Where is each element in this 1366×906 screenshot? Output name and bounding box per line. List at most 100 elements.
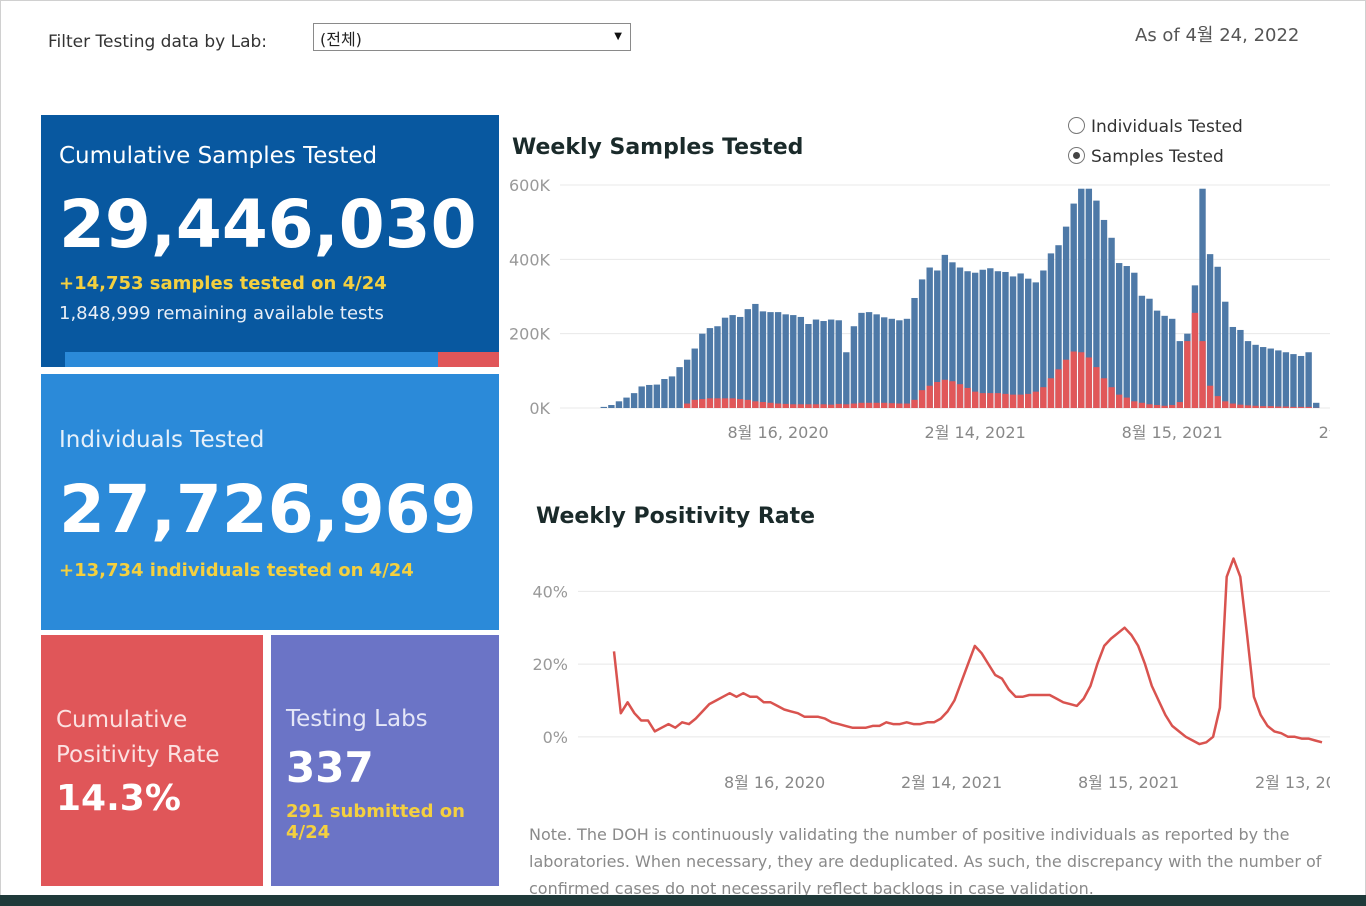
positive-bar (956, 384, 964, 408)
testing-labs-tile: Testing Labs 337 291 submitted on 4/24 (271, 635, 499, 886)
positive-bar (1123, 397, 1130, 408)
samples-bar (1206, 254, 1214, 408)
samples-bar (1078, 188, 1085, 408)
positive-bar (1229, 403, 1237, 408)
positive-bar (1153, 405, 1161, 408)
samples-bar (1138, 295, 1146, 408)
samples-bar (600, 406, 607, 408)
samples-bar (911, 297, 918, 408)
positive-bar (1062, 359, 1070, 408)
samples-bar (881, 317, 888, 408)
positive-bar (1184, 341, 1191, 408)
positive-bar (911, 399, 918, 408)
y-tick-label: 400K (509, 250, 551, 269)
samples-bar (926, 267, 933, 408)
samples-bar (721, 317, 729, 408)
positive-bar (1002, 393, 1009, 408)
samples-bar (744, 309, 751, 408)
samples-bar (1108, 237, 1115, 408)
positive-bar (858, 402, 865, 408)
positive-bar (979, 393, 986, 408)
positive-bar (1237, 404, 1244, 408)
samples-bar (1100, 219, 1108, 408)
samples-bar (971, 272, 979, 408)
positive-bar (812, 404, 820, 408)
cumulative-samples-delta: +14,753 samples tested on 4/24 (59, 273, 387, 294)
positive-bar (1078, 352, 1085, 408)
samples-bar (699, 333, 706, 408)
positive-bar (1093, 367, 1100, 408)
positive-bar (1055, 369, 1062, 408)
lab-filter-value: (전체) (320, 30, 362, 49)
labs-submitted: 291 submitted on 4/24 (286, 801, 465, 843)
samples-bar (1040, 270, 1047, 408)
positive-bar (1290, 406, 1297, 408)
positive-bar (941, 379, 949, 408)
weekly-positivity-chart: 0% 20% 40% 8월 16, 2020 2월 14, 2021 8월 15, 202… (532, 557, 1330, 792)
samples-bar (790, 315, 797, 408)
individuals-delta: +13,734 individuals tested on 4/24 (59, 560, 414, 581)
samples-bar (1085, 188, 1093, 408)
samples-bar (1002, 271, 1009, 408)
radio-samples-label: Samples Tested (1091, 147, 1224, 167)
x-tick-label: 8월 15, 2021 (1078, 773, 1179, 792)
samples-bar (1290, 354, 1297, 408)
bottom-bar (0, 895, 1366, 906)
positivity-value: 14.3% (56, 778, 181, 819)
positivity-rate-tile: Cumulative Positivity Rate 14.3% (41, 635, 263, 886)
footnote: Note. The DOH is continuously validating… (529, 825, 1322, 895)
positive-bar (797, 404, 805, 408)
samples-bar (1267, 348, 1274, 408)
positive-bar (1267, 406, 1274, 408)
positive-bar (918, 390, 926, 408)
positive-bar (1115, 394, 1123, 408)
samples-bar (1123, 266, 1130, 408)
positive-bar (1085, 357, 1093, 408)
positive-bar (820, 404, 827, 408)
positive-bar (1297, 406, 1305, 408)
lab-filter-dropdown[interactable]: (전체) ▼ (313, 23, 631, 51)
positive-bar (1138, 402, 1146, 408)
samples-bar (896, 320, 903, 408)
individuals-tested-tile: Individuals Tested 27,726,969 +13,734 in… (41, 374, 499, 630)
samples-bar (1275, 350, 1282, 408)
as-of-date: As of 4월 24, 2022 (1135, 25, 1300, 46)
positive-bar (888, 403, 895, 408)
positive-bar (903, 403, 911, 408)
filter-label: Filter Testing data by Lab: (48, 32, 268, 52)
positive-bar (790, 404, 797, 408)
positive-bar (987, 393, 994, 408)
samples-bar (1009, 276, 1017, 408)
positive-bar (1025, 393, 1032, 408)
positive-bar (1169, 405, 1176, 408)
samples-bar (835, 320, 842, 408)
samples-bar (888, 318, 895, 408)
labs-value: 337 (286, 743, 374, 792)
positive-bar (926, 385, 933, 408)
samples-bar (1176, 341, 1183, 408)
positivity-line (612, 557, 1323, 746)
samples-bar (774, 312, 782, 408)
positive-bar (835, 403, 842, 408)
positive-bar (881, 402, 888, 408)
samples-bar (683, 359, 691, 408)
samples-bar (987, 268, 994, 408)
samples-bar (1313, 402, 1320, 408)
samples-bar (1252, 344, 1259, 408)
samples-bar (1229, 326, 1237, 408)
y-tick-label: 600K (509, 176, 551, 195)
samples-bar (934, 270, 941, 408)
radio-selected-icon (1068, 147, 1085, 164)
positive-bar (683, 403, 691, 408)
samples-chart-title: Weekly Samples Tested (512, 135, 804, 160)
radio-individuals-tested[interactable]: Individuals Tested (1068, 117, 1243, 137)
samples-bar (714, 326, 721, 408)
positive-bar (729, 398, 736, 408)
samples-bar (1161, 315, 1168, 408)
weekly-samples-chart: 0K 200K 400K 600K 8월 16, 2020 2월 14, 2021 8월 1… (509, 176, 1330, 442)
samples-bar (676, 367, 683, 408)
positive-bar (1161, 405, 1168, 408)
positive-bar (1131, 401, 1138, 408)
radio-samples-tested[interactable]: Samples Tested (1068, 147, 1224, 167)
positive-bar (865, 402, 873, 408)
